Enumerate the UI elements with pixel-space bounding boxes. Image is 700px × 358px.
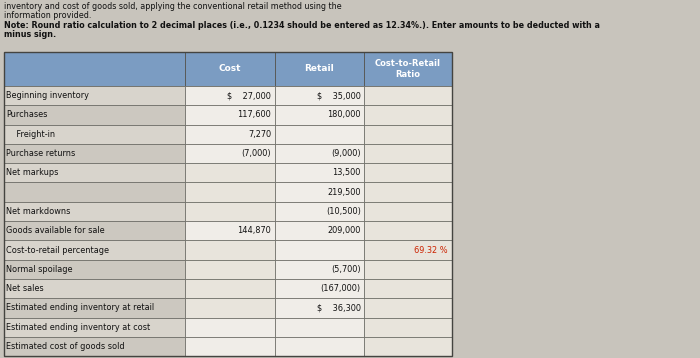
Text: Net markups: Net markups	[6, 168, 59, 177]
Bar	[274, 298, 364, 318]
Text: 144,870: 144,870	[237, 226, 271, 235]
Bar	[185, 202, 274, 221]
Bar	[185, 144, 274, 163]
Bar	[4, 240, 185, 260]
Bar	[4, 86, 185, 105]
Bar	[274, 183, 364, 202]
Bar	[4, 279, 185, 298]
Text: 180,000: 180,000	[327, 110, 360, 119]
Text: Freight-in: Freight-in	[6, 130, 55, 139]
Text: Purchases: Purchases	[6, 110, 48, 119]
Bar	[4, 337, 185, 356]
Bar	[4, 105, 185, 125]
Bar	[364, 52, 452, 86]
Bar	[4, 221, 185, 240]
Text: Normal spoilage: Normal spoilage	[6, 265, 73, 274]
Text: $    27,000: $ 27,000	[228, 91, 271, 100]
Bar	[4, 163, 185, 183]
Bar	[364, 125, 452, 144]
Text: Note: Round ratio calculation to 2 decimal places (i.e., 0.1234 should be entere: Note: Round ratio calculation to 2 decim…	[4, 21, 599, 30]
Text: Cost: Cost	[218, 64, 241, 73]
Bar	[185, 163, 274, 183]
Text: inventory and cost of goods sold, applying the conventional retail method using : inventory and cost of goods sold, applyi…	[4, 2, 341, 11]
Text: Cost-to-Retail
Ratio: Cost-to-Retail Ratio	[374, 59, 441, 79]
Text: minus sign.: minus sign.	[4, 30, 55, 39]
Bar	[364, 337, 452, 356]
Text: Purchase returns: Purchase returns	[6, 149, 76, 158]
Bar	[274, 337, 364, 356]
Bar	[274, 202, 364, 221]
Text: Estimated ending inventory at retail: Estimated ending inventory at retail	[6, 304, 155, 313]
Text: 209,000: 209,000	[328, 226, 360, 235]
Bar	[364, 105, 452, 125]
Bar	[274, 279, 364, 298]
Bar	[274, 125, 364, 144]
Text: Beginning inventory: Beginning inventory	[6, 91, 89, 100]
Text: $    36,300: $ 36,300	[316, 304, 361, 313]
Bar	[4, 183, 185, 202]
Bar	[185, 183, 274, 202]
Bar	[364, 144, 452, 163]
Bar	[185, 86, 274, 105]
Text: Cost-to-retail percentage: Cost-to-retail percentage	[6, 246, 109, 255]
Bar	[274, 86, 364, 105]
Bar	[185, 337, 274, 356]
Bar	[364, 202, 452, 221]
Text: 7,270: 7,270	[248, 130, 271, 139]
Text: Goods available for sale: Goods available for sale	[6, 226, 105, 235]
Text: information provided.: information provided.	[4, 11, 91, 20]
Text: Net sales: Net sales	[6, 284, 44, 293]
Bar	[185, 240, 274, 260]
Bar	[274, 240, 364, 260]
Text: (10,500): (10,500)	[326, 207, 360, 216]
Text: (7,000): (7,000)	[241, 149, 271, 158]
Bar	[185, 298, 274, 318]
Bar	[4, 125, 185, 144]
Text: 117,600: 117,600	[237, 110, 271, 119]
Bar	[274, 260, 364, 279]
Bar	[274, 52, 364, 86]
Bar	[4, 298, 185, 318]
Bar	[364, 86, 452, 105]
Bar	[274, 318, 364, 337]
Text: Retail: Retail	[304, 64, 334, 73]
Bar	[4, 52, 452, 356]
Bar	[185, 260, 274, 279]
Text: Estimated cost of goods sold: Estimated cost of goods sold	[6, 342, 125, 351]
Bar	[4, 202, 185, 221]
Bar	[185, 279, 274, 298]
Bar	[364, 279, 452, 298]
Bar	[274, 221, 364, 240]
Bar	[4, 260, 185, 279]
Text: 219,500: 219,500	[327, 188, 360, 197]
Text: Net markdowns: Net markdowns	[6, 207, 71, 216]
Bar	[185, 221, 274, 240]
Bar	[364, 183, 452, 202]
Bar	[185, 125, 274, 144]
Bar	[274, 144, 364, 163]
Bar	[185, 52, 274, 86]
Text: 13,500: 13,500	[332, 168, 360, 177]
Bar	[364, 221, 452, 240]
Bar	[364, 260, 452, 279]
Bar	[364, 240, 452, 260]
Bar	[185, 105, 274, 125]
Bar	[364, 318, 452, 337]
Text: 69.32 %: 69.32 %	[414, 246, 448, 255]
Bar	[185, 318, 274, 337]
Text: (9,000): (9,000)	[331, 149, 360, 158]
Bar	[274, 163, 364, 183]
Text: (167,000): (167,000)	[321, 284, 360, 293]
Text: Estimated ending inventory at cost: Estimated ending inventory at cost	[6, 323, 150, 332]
Bar	[364, 163, 452, 183]
Text: (5,700): (5,700)	[331, 265, 360, 274]
Bar	[274, 105, 364, 125]
Bar	[4, 318, 185, 337]
Bar	[4, 52, 185, 86]
Bar	[364, 298, 452, 318]
Bar	[4, 144, 185, 163]
Text: $    35,000: $ 35,000	[317, 91, 360, 100]
